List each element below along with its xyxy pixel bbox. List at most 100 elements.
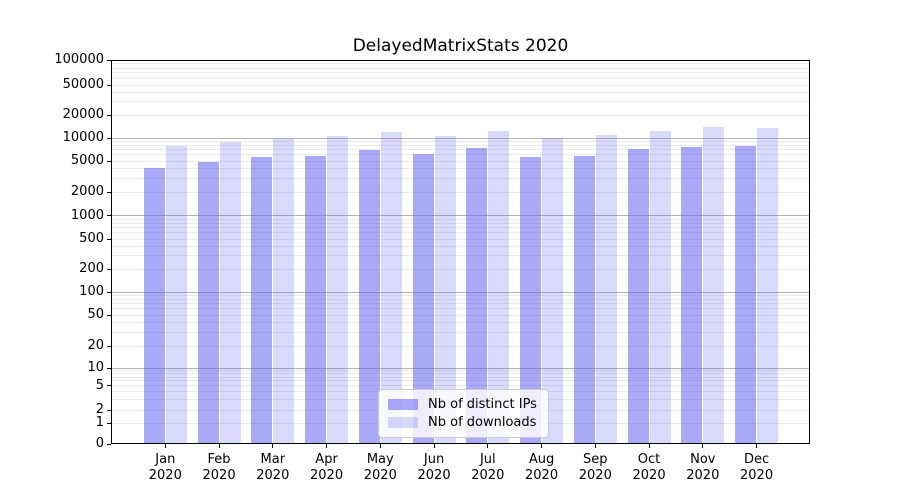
minor-gridline [112,345,809,347]
x-tick-year: 2020 [417,468,451,483]
y-tick-mark [107,238,111,240]
y-tick-label: 20 [87,338,104,353]
legend: Nb of distinct IPs Nb of downloads [378,389,549,438]
x-tick-year: 2020 [471,468,505,483]
chart-title: DelayedMatrixStats 2020 [352,36,569,56]
y-tick-label: 20000 [62,107,104,122]
y-tick-mark [107,367,111,369]
x-tick-label-dec: Dec 2020 [725,452,789,484]
y-tick-mark [107,84,111,86]
x-tick-year: 2020 [363,468,397,483]
x-tick-year: 2020 [525,468,559,483]
y-tick-mark [107,114,111,116]
x-tick-month: Apr [315,452,338,467]
minor-gridline [112,322,809,324]
bar-distinct-ips-dec [735,146,757,443]
legend-swatch-distinct-ips [388,399,418,410]
x-tick-label-feb: Feb 2020 [187,452,251,484]
bar-distinct-ips-aug [520,156,542,443]
x-tick-mark [756,444,758,448]
y-tick-label: 1000 [70,207,104,223]
x-tick-month: Feb [207,452,231,467]
x-tick-month: Dec [743,452,770,467]
legend-item-downloads: Nb of downloads [388,414,548,431]
minor-gridline [112,376,809,378]
minor-gridline [112,149,809,151]
x-tick-label-may: May 2020 [348,452,412,484]
legend-label-downloads: Nb of downloads [428,415,537,430]
y-tick-mark [107,385,111,386]
x-tick-month: Aug [528,452,555,467]
minor-gridline [112,380,809,382]
y-tick-label: 5 [95,377,104,393]
minor-gridline [112,144,809,146]
bar-distinct-ips-nov [681,146,703,443]
y-tick-mark [107,137,111,139]
x-tick-month: Mar [260,452,286,467]
bar-distinct-ips-jul [466,148,488,443]
bar-distinct-ips-oct [627,148,649,443]
minor-gridline [112,140,809,142]
x-tick-label-apr: Apr 2020 [295,452,359,484]
x-tick-label-sep: Sep 2020 [563,452,627,484]
x-tick-mark [487,444,489,448]
minor-gridline [112,303,809,305]
x-tick-label-mar: Mar 2020 [241,452,305,484]
x-tick-year: 2020 [686,468,720,483]
minor-gridline [112,373,809,375]
y-tick-label: 0 [95,436,104,451]
y-tick-label: 2000 [70,184,104,199]
y-tick-label: 100 [79,284,104,299]
x-tick-year: 2020 [578,468,612,483]
minor-gridline [112,222,809,224]
bar-downloads-may [380,131,402,443]
minor-gridline [112,308,809,310]
bar-downloads-feb [219,141,241,443]
major-gridline [112,215,809,216]
y-tick-mark [107,160,111,162]
x-tick-year: 2020 [740,468,774,483]
bar-distinct-ips-jun [412,153,434,443]
bar-downloads-jan [165,145,187,443]
y-tick-label: 100000 [54,52,104,67]
minor-gridline [112,177,809,179]
bar-downloads-nov [703,127,725,443]
y-tick-mark [107,291,111,293]
x-tick-label-jul: Jul 2020 [456,452,520,484]
minor-gridline [112,67,809,69]
x-tick-year: 2020 [148,468,182,483]
bar-distinct-ips-apr [305,155,327,443]
x-tick-month: Jan [155,452,176,467]
minor-gridline [112,101,809,103]
y-tick-mark [107,215,111,216]
y-tick-label: 50000 [62,77,104,92]
minor-gridline [112,72,809,74]
minor-gridline [112,218,809,220]
x-tick-year: 2020 [202,468,236,483]
minor-gridline [112,77,809,79]
x-tick-month: May [366,452,394,467]
bar-downloads-dec [757,128,779,443]
x-tick-mark [594,444,596,448]
x-tick-mark [702,444,704,448]
minor-gridline [112,114,809,116]
minor-gridline [112,385,809,386]
x-tick-mark [433,444,435,448]
y-tick-label: 200 [79,261,104,276]
x-tick-mark [164,444,166,448]
y-tick-mark [107,59,111,61]
legend-swatch-downloads [388,417,418,428]
x-tick-mark [326,444,328,448]
y-tick-label: 10 [87,360,104,375]
bar-downloads-aug [542,138,564,443]
minor-gridline [112,168,809,170]
x-tick-year: 2020 [256,468,290,483]
bar-downloads-jul [488,130,510,443]
bar-distinct-ips-may [358,149,380,443]
x-tick-year: 2020 [632,468,666,483]
major-gridline [112,291,809,293]
bar-downloads-jun [434,135,456,443]
minor-gridline [112,154,809,156]
x-tick-label-nov: Nov 2020 [671,452,735,484]
